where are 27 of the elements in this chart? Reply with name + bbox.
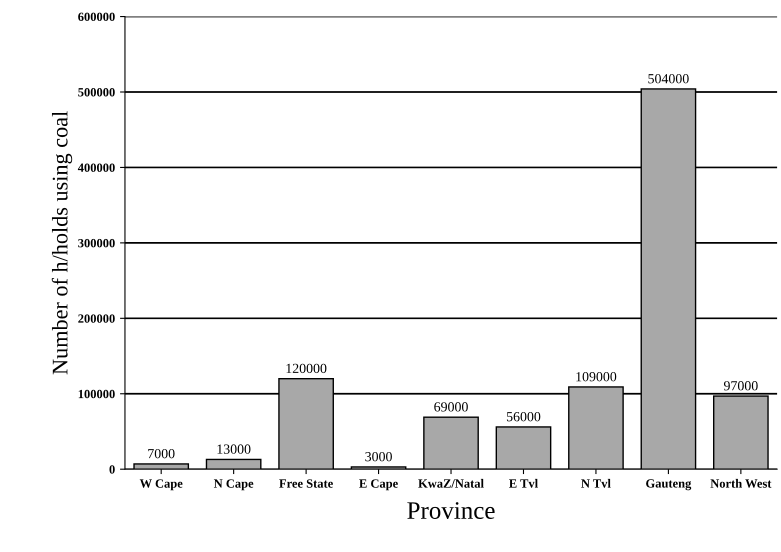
y-tick-label: 100000: [78, 390, 115, 398]
y-tick-label: 400000: [78, 163, 115, 172]
y-tick-label: 500000: [78, 88, 115, 96]
x-tick-label: North West: [710, 478, 772, 488]
x-tick-label: E Tvl: [509, 478, 538, 488]
data-label: 56000: [506, 412, 540, 422]
data-label: 120000: [286, 364, 326, 374]
y-tick-label: 600000: [78, 12, 115, 22]
x-tick-label: W Cape: [140, 479, 182, 490]
x-tick-label: Gauteng: [646, 479, 692, 490]
data-label: 109000: [576, 372, 616, 382]
data-label: 13000: [218, 444, 250, 454]
x-tick-label: N Tvl: [581, 478, 611, 488]
data-label: 69000: [434, 402, 468, 412]
data-label: 97000: [724, 381, 758, 390]
x-tick-label: E Cape: [359, 479, 398, 490]
y-tick-label: 200000: [78, 314, 115, 323]
y-tick-label: 300000: [78, 238, 115, 248]
x-tick-label: Free State: [279, 479, 333, 488]
y-axis-title: Number of h/holds using coal: [52, 111, 72, 374]
y-tick-label: 0: [109, 465, 115, 474]
data-label: 504000: [648, 74, 689, 84]
x-axis-title: Province: [407, 502, 495, 519]
data-label: 3000: [365, 452, 392, 462]
x-tick-label: N Cape: [214, 479, 254, 490]
x-tick-label: KwaZ/Natal: [418, 478, 484, 488]
data-label: 7000: [148, 448, 175, 458]
